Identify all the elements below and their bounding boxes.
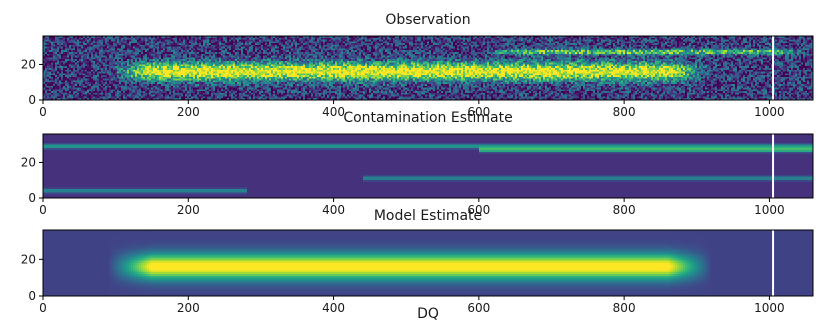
- panel-contamination: Contamination Estimate 0 200 400 600 800 1000…: [21, 110, 814, 217]
- x-tick-label: 800: [613, 105, 636, 119]
- x-tick-label: 0: [39, 203, 47, 217]
- axes-frame: [42, 229, 814, 297]
- x-tick-label: 200: [177, 301, 200, 315]
- x-tick-label: 800: [613, 203, 636, 217]
- x-tick-label: 0: [39, 105, 47, 119]
- heatmap-image: [43, 36, 813, 100]
- x-tick-label: 600: [467, 105, 490, 119]
- heatmap-image: [43, 230, 813, 296]
- x-tick-label: 1000: [754, 105, 785, 119]
- x-tick-label: 400: [322, 301, 345, 315]
- x-tick-label: 200: [177, 203, 200, 217]
- panel-title-observation: Observation: [385, 12, 470, 28]
- x-tick-label: 400: [322, 203, 345, 217]
- x-tick-label: 1000: [754, 301, 785, 315]
- heatmap-contamination: 0 200 400 600 800 1000 0 20: [21, 133, 814, 217]
- y-tick-label: 20: [21, 155, 36, 169]
- footer-label: DQ: [417, 306, 439, 322]
- panel-model: Model Estimate 0 200 400 600 800 1000 0 20: [21, 208, 814, 315]
- axes-frame: [42, 133, 814, 199]
- x-tick-label: 600: [467, 301, 490, 315]
- x-tick-label: 0: [39, 301, 47, 315]
- panel-title-model: Model Estimate: [374, 208, 482, 224]
- panel-observation: Observation 0 200 400 600 800 1000 0 20: [21, 12, 814, 119]
- y-tick-label: 20: [21, 57, 36, 71]
- x-tick-label: 600: [467, 203, 490, 217]
- x-tick-label: 400: [322, 105, 345, 119]
- x-tick-label: 1000: [754, 203, 785, 217]
- y-tick-label: 0: [28, 93, 36, 107]
- x-tick-label: 800: [613, 301, 636, 315]
- y-tick-label: 0: [28, 191, 36, 205]
- heatmap-image: [43, 134, 813, 198]
- heatmap-model: 0 200 400 600 800 1000 0 20: [21, 229, 814, 315]
- y-tick-label: 20: [21, 252, 36, 266]
- panel-title-contamination: Contamination Estimate: [343, 110, 512, 126]
- heatmap-observation: 0 200 400 600 800 1000 0 20: [21, 35, 814, 119]
- y-tick-label: 0: [28, 289, 36, 303]
- axes-frame: [42, 35, 814, 101]
- x-tick-label: 200: [177, 105, 200, 119]
